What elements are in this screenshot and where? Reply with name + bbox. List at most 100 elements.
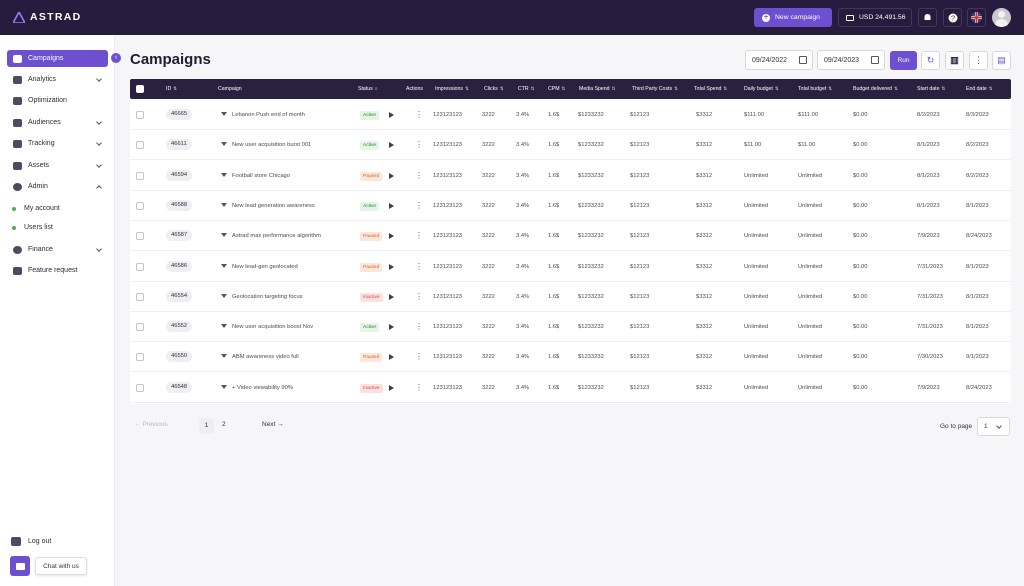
more-vertical-icon[interactable]: ⋮ [415,110,423,119]
expand-caret-icon[interactable] [221,233,227,238]
logout-button[interactable]: Log out [11,537,51,546]
expand-caret-icon[interactable] [221,324,227,329]
header-status[interactable]: Status ≡ [358,86,377,92]
date-to-input[interactable]: 09/24/2023 [817,50,885,70]
header-impressions[interactable]: Impressions ⇅ [435,86,469,92]
notifications-button[interactable] [918,8,937,27]
balance-display[interactable]: USD 24,491.56 [838,8,912,27]
expand-caret-icon[interactable] [221,354,227,359]
more-vertical-icon[interactable]: ⋮ [415,382,423,392]
row-checkbox[interactable] [136,171,144,180]
table-row[interactable]: 46552 New user acquisition boost Nov Activ… [130,312,1011,343]
more-vertical-icon[interactable]: ⋮ [415,231,423,241]
campaign-name[interactable]: + Video viewability 90% [232,384,293,391]
play-icon[interactable] [389,142,394,149]
play-icon[interactable] [389,202,394,209]
more-vertical-icon[interactable]: ⋮ [415,170,423,180]
new-campaign-button[interactable]: + New campaign [754,8,832,27]
header-cpm[interactable]: CPM ⇅ [548,86,565,92]
campaign-name[interactable]: Geolocation targeting focus [232,293,303,300]
row-checkbox[interactable] [136,201,144,210]
expand-caret-icon[interactable] [221,293,227,298]
next-button[interactable]: Next → [262,421,284,428]
campaign-name[interactable]: New user acquisition boost Nov [232,324,314,331]
chat-button[interactable] [10,556,30,576]
expand-caret-icon[interactable] [221,142,227,147]
table-row[interactable]: 46550 ABM awareness video full Paused ⋮ 1231… [130,342,1011,373]
user-avatar[interactable] [992,8,1011,27]
goto-page-select[interactable]: 1 [977,417,1010,436]
table-row[interactable]: 46588 New lead generation awareness Active… [130,191,1011,221]
header-total-budget[interactable]: Total budget ⇅ [798,86,832,92]
sidebar-item-admin[interactable]: Admin [7,178,108,195]
campaign-name[interactable]: Football store Chicago [232,172,291,179]
previous-button[interactable]: ← Previous [134,421,168,428]
row-checkbox[interactable] [136,262,144,271]
language-button[interactable] [967,8,986,27]
sidebar-item-tracking[interactable]: Tracking [7,135,108,152]
table-row[interactable]: 46611 New user acquisition burst 001 Activ… [130,130,1011,161]
expand-caret-icon[interactable] [221,384,227,389]
sidebar-item-audiences[interactable]: Audiences [7,114,108,131]
table-row[interactable]: 46665 Lebanon Push end of month Active ⋮ 123… [130,100,1011,130]
play-icon[interactable] [389,324,394,331]
sidebar-item-analytics[interactable]: Analytics [7,71,108,88]
more-vertical-icon[interactable]: ⋮ [415,291,423,301]
row-checkbox[interactable] [136,292,144,301]
expand-caret-icon[interactable] [221,263,227,268]
chat-label[interactable]: Chat with us [35,557,87,575]
row-checkbox[interactable] [136,232,144,241]
play-icon[interactable] [389,384,394,391]
table-row[interactable]: 46594 Football store Chicago Paused ⋮ 123123… [130,161,1011,191]
select-all-checkbox[interactable] [136,85,144,93]
more-vertical-icon[interactable]: ⋮ [415,261,423,271]
header-total-spend[interactable]: Total Spend ⇅ [694,86,727,92]
table-row[interactable]: 46548 + Video viewability 90% Inactive ⋮ 123… [130,373,1011,403]
more-options-button[interactable]: ⋮ [969,51,988,70]
refresh-button[interactable]: ↻ [921,51,940,70]
row-checkbox[interactable] [136,383,144,392]
header-third-party-costs[interactable]: Third Party Costs ⇅ [632,86,678,92]
header-end-date[interactable]: End date ⇅ [966,86,993,92]
play-icon[interactable] [389,354,394,361]
campaign-name[interactable]: Lebanon Push end of month [232,112,305,118]
play-icon[interactable] [389,233,394,240]
header-id[interactable]: ID ⇅ [166,86,177,92]
header-start-date[interactable]: Start date ⇅ [917,86,945,92]
more-vertical-icon[interactable]: ⋮ [415,322,423,332]
expand-caret-icon[interactable] [221,202,227,207]
play-icon[interactable] [389,263,394,270]
expand-caret-icon[interactable] [221,172,227,177]
play-icon[interactable] [389,172,394,179]
campaign-name[interactable]: Astrad max performance algorithm [232,233,321,240]
date-from-input[interactable]: 09/24/2022 [745,50,813,70]
table-row[interactable]: 46587 Astrad max performance algorithm Pau… [130,221,1011,252]
page-2-button[interactable]: 2 [222,421,226,428]
sidebar-item-finance[interactable]: Finance [7,241,108,258]
play-icon[interactable] [389,112,394,118]
more-vertical-icon[interactable]: ⋮ [415,352,423,362]
header-clicks[interactable]: Clicks ⇅ [484,86,504,92]
header-budget-delivered[interactable]: Budget delivered ⇅ [853,86,898,92]
help-button[interactable]: ? [943,8,962,27]
sidebar-item-users-list[interactable]: Users list [7,219,108,236]
header-ctr[interactable]: CTR ⇅ [518,86,534,92]
run-button[interactable]: Run [890,51,917,70]
page-1-button[interactable]: 1 [199,418,214,434]
more-vertical-icon[interactable]: ⋮ [415,200,423,210]
table-row[interactable]: 46554 Geolocation targeting focus Inactive… [130,282,1011,312]
table-row[interactable]: 46586 New lead-gen geolocated Paused ⋮ 12312… [130,252,1011,282]
campaign-name[interactable]: New lead-gen geolocated [232,263,298,270]
row-checkbox[interactable] [136,111,144,119]
sidebar-item-optimization[interactable]: Optimization [7,92,108,109]
header-daily-budget[interactable]: Daily budget ⇅ [744,86,779,92]
expand-caret-icon[interactable] [221,112,227,116]
campaign-name[interactable]: ABM awareness video full [232,354,299,361]
row-checkbox[interactable] [136,141,144,150]
sidebar-item-campaigns[interactable]: Campaigns [7,50,108,67]
play-icon[interactable] [389,293,394,300]
row-checkbox[interactable] [136,323,144,332]
sidebar-item-my-account[interactable]: My account [7,200,108,217]
sidebar-item-feature-request[interactable]: Feature request [7,262,108,279]
campaign-name[interactable]: New user acquisition burst 001 [232,142,312,149]
